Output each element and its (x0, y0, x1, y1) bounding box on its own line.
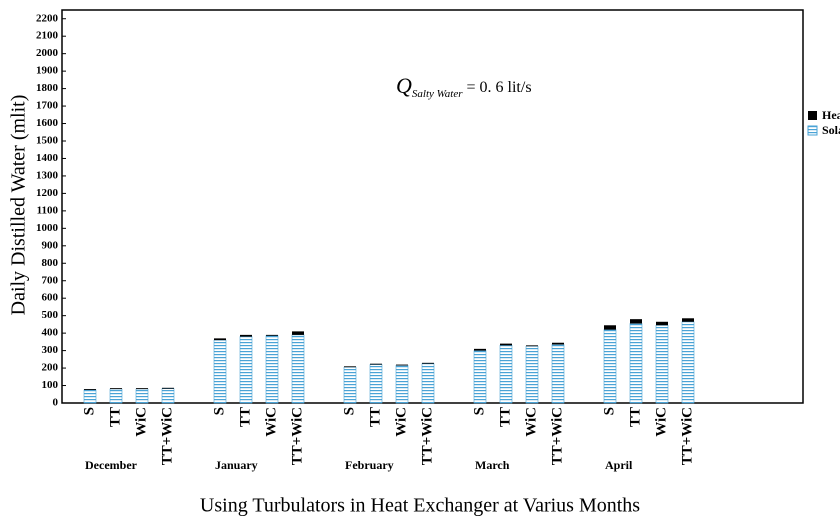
y-tick-label: 1400 (36, 152, 59, 164)
y-tick-label: 2200 (36, 12, 59, 24)
y-tick-label: 800 (42, 257, 59, 269)
x-tick-label: TT+WiC (159, 407, 175, 465)
bar-segment (630, 319, 642, 324)
bar-segment (526, 345, 538, 347)
x-tick-label: TT (107, 407, 123, 427)
group-label: April (605, 458, 633, 472)
legend-label: Solar Still (822, 123, 840, 137)
bar-segment (682, 318, 694, 322)
bar-segment (370, 363, 382, 365)
group-label: January (215, 458, 258, 472)
bar-segment (161, 388, 175, 404)
bar-segment (422, 362, 434, 364)
x-tick-label: WiC (263, 407, 279, 437)
bar-segment (343, 366, 357, 404)
x-tick-label: TT (497, 407, 513, 427)
bar-segment (240, 334, 252, 337)
bar-segment (239, 336, 253, 404)
y-tick-label: 600 (42, 292, 59, 304)
legend-swatch (808, 111, 817, 120)
bar-segment (395, 365, 409, 404)
bar-segment (552, 342, 564, 345)
x-tick-label: TT (237, 407, 253, 427)
y-tick-label: 1300 (36, 169, 59, 181)
bar-segment (681, 321, 695, 404)
bar-segment (265, 335, 279, 404)
y-tick-label: 400 (42, 327, 59, 339)
bar-segment (136, 388, 148, 390)
x-tick-label: WiC (393, 407, 409, 437)
annotation: QSalty Water = 0. 6 lit/s (396, 73, 532, 99)
x-tick-label: TT+WiC (549, 407, 565, 465)
y-tick-label: 1700 (36, 100, 59, 112)
group-label: December (85, 458, 138, 472)
bar-segment (83, 389, 97, 404)
x-tick-label: TT+WiC (419, 407, 435, 465)
x-tick-label: S (341, 407, 357, 415)
y-tick-label: 1100 (37, 204, 59, 216)
bar-segment (266, 334, 278, 336)
y-tick-label: 2000 (36, 47, 59, 59)
bar-segment (344, 366, 356, 368)
y-tick-label: 2100 (36, 30, 59, 42)
bar-segment (396, 364, 408, 366)
y-tick-label: 1800 (36, 82, 59, 94)
x-tick-label: S (81, 407, 97, 415)
bar-segment (291, 334, 305, 404)
bar-segment (604, 325, 616, 330)
x-axis-title: Using Turbulators in Heat Exchanger at V… (200, 495, 640, 517)
bar-segment (473, 350, 487, 404)
bar-segment (421, 363, 435, 404)
bar-segment (292, 331, 304, 335)
bar-segment (135, 388, 149, 404)
legend-swatch (807, 125, 818, 136)
bar-segment (110, 388, 122, 390)
x-tick-label: TT+WiC (679, 407, 695, 465)
bar-segment (214, 338, 226, 341)
bar-segment (500, 343, 512, 346)
bar-segment (84, 389, 96, 390)
y-tick-label: 700 (42, 274, 59, 286)
y-tick-label: 1600 (36, 117, 59, 129)
bar-segment (162, 387, 174, 389)
bar-segment (525, 345, 539, 404)
y-tick-label: 900 (42, 239, 59, 251)
y-tick-label: 1900 (36, 65, 59, 77)
group-label: March (475, 458, 510, 472)
bar-segment (213, 339, 227, 404)
y-tick-label: 100 (42, 379, 59, 391)
y-tick-label: 200 (42, 362, 59, 374)
y-tick-label: 300 (42, 344, 59, 356)
bar-segment (369, 364, 383, 404)
bar-segment (629, 323, 643, 404)
y-tick-label: 1500 (36, 135, 59, 147)
bar-segment (603, 329, 617, 404)
x-tick-label: WiC (653, 407, 669, 437)
bar-segment (655, 324, 669, 404)
x-tick-label: S (601, 407, 617, 415)
x-tick-label: TT+WiC (289, 407, 305, 465)
group-label: February (345, 458, 394, 472)
bar-segment (656, 321, 668, 326)
x-tick-label: WiC (133, 407, 149, 437)
bar-segment (551, 344, 565, 404)
x-tick-label: WiC (523, 407, 539, 437)
x-tick-label: TT (627, 407, 643, 427)
y-tick-label: 1000 (36, 222, 59, 234)
x-tick-label: S (211, 407, 227, 415)
bar-segment (499, 345, 513, 404)
bar-segment (109, 388, 123, 404)
legend-label: Heat Storage (822, 108, 840, 122)
y-tick-label: 0 (53, 397, 59, 409)
x-tick-label: S (471, 407, 487, 415)
y-axis-title: Daily Distilled Water (mlit) (8, 95, 30, 316)
y-tick-label: 1200 (36, 187, 59, 199)
y-tick-label: 500 (42, 309, 59, 321)
x-tick-label: TT (367, 407, 383, 427)
bar-segment (474, 348, 486, 351)
